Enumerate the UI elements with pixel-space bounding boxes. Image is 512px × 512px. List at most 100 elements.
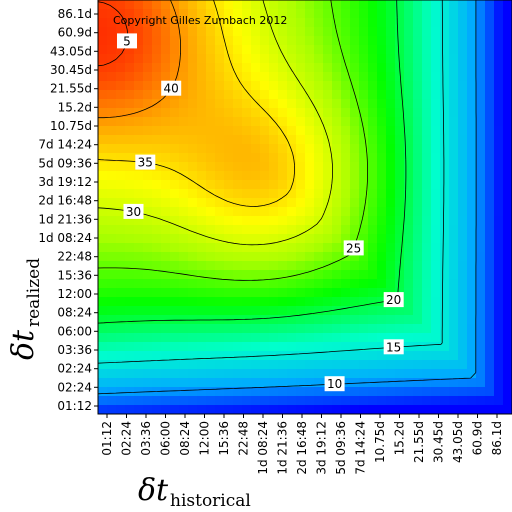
- x-tick-label: 2d 16:48: [295, 421, 309, 475]
- heatmap-cell: [215, 72, 225, 82]
- heatmap-cell: [386, 207, 396, 217]
- heatmap-cell: [413, 369, 423, 379]
- heatmap-cell: [440, 297, 450, 307]
- heatmap-cell: [323, 126, 333, 136]
- heatmap-cell: [413, 63, 423, 73]
- x-tick-label: 08:24: [178, 421, 192, 456]
- heatmap-cell: [377, 270, 387, 280]
- heatmap-cell: [98, 63, 108, 73]
- heatmap-cell: [467, 243, 477, 253]
- heatmap-cell: [314, 180, 324, 190]
- heatmap-cell: [116, 378, 126, 388]
- heatmap-cell: [476, 153, 486, 163]
- heatmap-cell: [134, 144, 144, 154]
- heatmap-cell: [233, 333, 243, 343]
- heatmap-cell: [485, 171, 495, 181]
- heatmap-cell: [458, 324, 468, 334]
- heatmap-cell: [386, 252, 396, 262]
- heatmap-cell: [125, 54, 135, 64]
- heatmap-cell: [287, 405, 297, 414]
- heatmap-cell: [341, 324, 351, 334]
- heatmap-cell: [395, 351, 405, 361]
- heatmap-cell: [458, 315, 468, 325]
- heatmap-cell: [449, 324, 459, 334]
- heatmap-cell: [467, 333, 477, 343]
- heatmap-cell: [287, 153, 297, 163]
- heatmap-cell: [215, 342, 225, 352]
- heatmap-cell: [341, 405, 351, 414]
- heatmap-cell: [413, 153, 423, 163]
- heatmap-cell: [359, 9, 369, 19]
- heatmap-cell: [125, 288, 135, 298]
- heatmap-cell: [242, 63, 252, 73]
- heatmap-cell: [386, 405, 396, 414]
- y-tick-label: 86.1d: [58, 7, 92, 21]
- heatmap-cell: [467, 279, 477, 289]
- heatmap-cell: [440, 216, 450, 226]
- heatmap-cell: [278, 117, 288, 127]
- heatmap-cell: [287, 0, 297, 10]
- heatmap-cell: [206, 405, 216, 414]
- heatmap-cell: [242, 405, 252, 414]
- heatmap-cell: [431, 126, 441, 136]
- heatmap-cell: [269, 189, 279, 199]
- heatmap-cell: [332, 180, 342, 190]
- heatmap-cell: [422, 162, 432, 172]
- heatmap-cell: [98, 297, 108, 307]
- heatmap-cell: [332, 99, 342, 109]
- heatmap-cell: [98, 171, 108, 181]
- heatmap-cell: [413, 162, 423, 172]
- heatmap-cell: [440, 45, 450, 55]
- heatmap-cell: [377, 387, 387, 397]
- heatmap-cell: [125, 378, 135, 388]
- heatmap-cell: [458, 396, 468, 406]
- heatmap-cell: [413, 324, 423, 334]
- heatmap-cell: [485, 117, 495, 127]
- heatmap-cell: [134, 108, 144, 118]
- heatmap-cell: [368, 63, 378, 73]
- heatmap-cell: [278, 387, 288, 397]
- heatmap-cell: [206, 180, 216, 190]
- heatmap-cell: [377, 9, 387, 19]
- heatmap-cell: [341, 117, 351, 127]
- heatmap-cell: [476, 63, 486, 73]
- heatmap-cell: [314, 135, 324, 145]
- heatmap-cell: [197, 108, 207, 118]
- heatmap-cell: [431, 378, 441, 388]
- heatmap-cell: [485, 351, 495, 361]
- contour-label-text: 40: [164, 82, 179, 96]
- heatmap-cell: [305, 90, 315, 100]
- heatmap-cell: [287, 45, 297, 55]
- heatmap-cell: [161, 189, 171, 199]
- heatmap-cell: [107, 180, 117, 190]
- heatmap-cell: [161, 351, 171, 361]
- heatmap-cell: [107, 342, 117, 352]
- heatmap-cell: [458, 45, 468, 55]
- heatmap-cell: [98, 378, 108, 388]
- heatmap-cell: [179, 351, 189, 361]
- heatmap-cell: [215, 9, 225, 19]
- heatmap-cell: [503, 297, 512, 307]
- heatmap-cell: [215, 396, 225, 406]
- heatmap-cell: [314, 243, 324, 253]
- heatmap-cell: [179, 270, 189, 280]
- heatmap-cell: [224, 99, 234, 109]
- heatmap-cell: [116, 135, 126, 145]
- heatmap-cell: [305, 45, 315, 55]
- heatmap-cell: [224, 297, 234, 307]
- heatmap-cell: [215, 243, 225, 253]
- heatmap-cell: [503, 207, 512, 217]
- heatmap-cell: [242, 90, 252, 100]
- heatmap-cell: [197, 405, 207, 414]
- heatmap-cell: [332, 351, 342, 361]
- heatmap-cell: [143, 126, 153, 136]
- heatmap-cell: [305, 135, 315, 145]
- heatmap-cell: [287, 126, 297, 136]
- heatmap-cell: [422, 54, 432, 64]
- heatmap-cell: [359, 162, 369, 172]
- heatmap-cell: [323, 27, 333, 37]
- heatmap-cell: [197, 225, 207, 235]
- heatmap-cell: [332, 153, 342, 163]
- heatmap-cell: [377, 171, 387, 181]
- heatmap-cell: [386, 333, 396, 343]
